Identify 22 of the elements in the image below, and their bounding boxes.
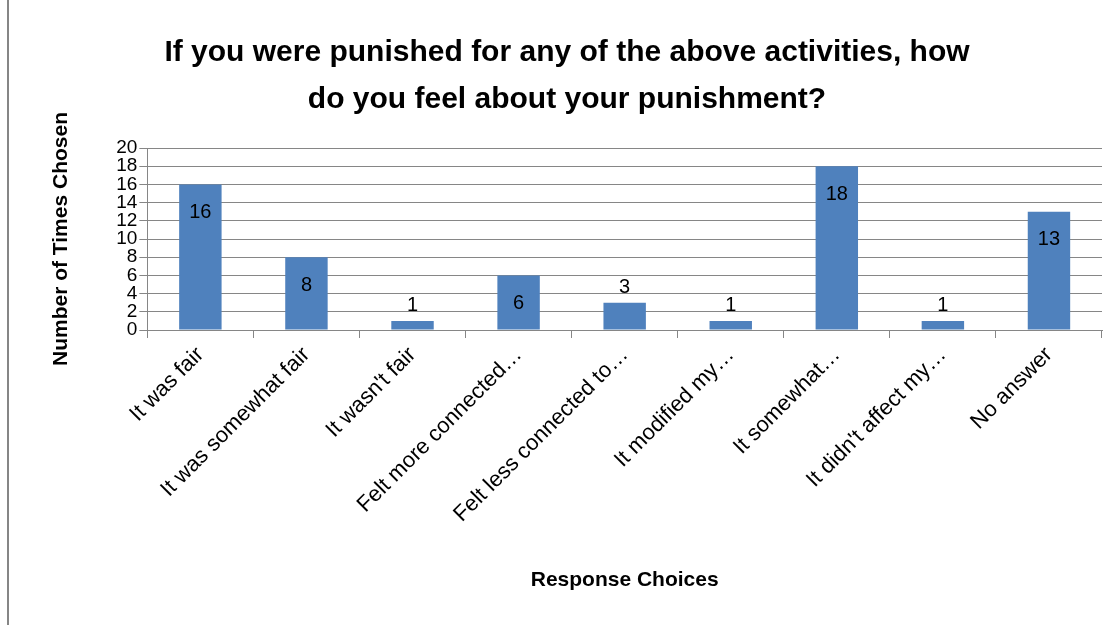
data-label: 18 [825,181,848,204]
bar [603,302,646,330]
data-label: 16 [189,199,212,222]
data-label: 1 [725,293,737,316]
x-axis-title: Response Choices [530,566,719,590]
bar [815,166,859,330]
data-label: 3 [619,275,631,298]
bar [709,320,752,330]
data-label: 13 [1037,227,1061,250]
bar [1027,211,1071,330]
x-tick-label: It was fair [123,341,209,426]
bar [921,320,965,330]
bar [179,184,222,330]
data-label: 6 [513,290,525,313]
bar [497,275,540,330]
data-label: 1 [406,293,419,316]
data-label: 8 [300,272,313,295]
chart-title: If you were punished for any of the above activities, how do you feel about your punishment? [163,33,971,116]
bar [391,320,434,330]
y-axis-title: Number of Times Chosen [48,112,72,366]
data-label: 1 [937,293,949,316]
bar [285,257,328,330]
